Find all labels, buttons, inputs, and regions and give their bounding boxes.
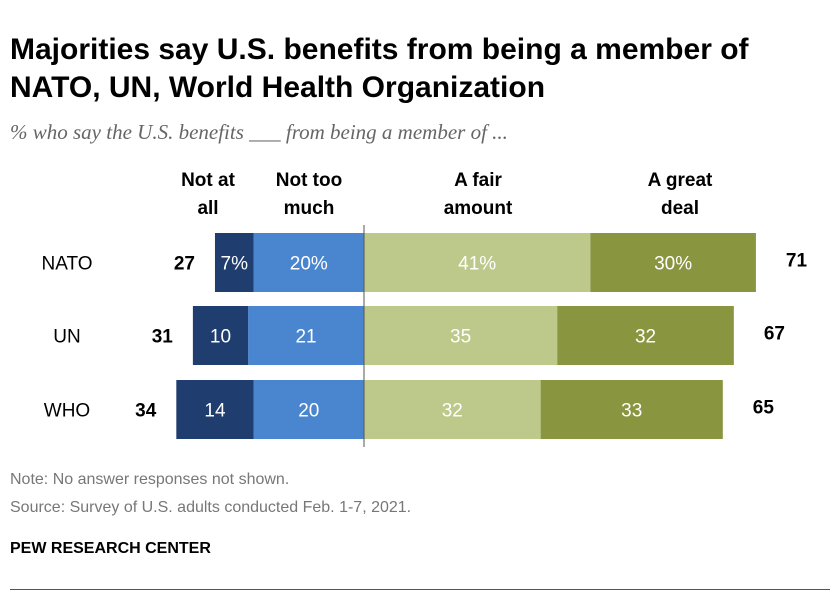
bar-label-a-fair-amount-who: 32	[442, 401, 463, 422]
category-label-nato: NATO	[41, 254, 92, 275]
column-header-not-at-all: Not at	[181, 170, 236, 191]
bar-not-too-much-nato	[253, 233, 364, 292]
bar-not-at-all-un	[192, 306, 249, 365]
organization-logo-text: PEW RESEARCH CENTER	[10, 540, 211, 557]
column-header-not-at-all: all	[197, 198, 218, 219]
bar-label-a-fair-amount-nato: 41%	[458, 254, 496, 275]
bar-label-not-at-all-un: 10	[210, 327, 231, 348]
bar-a-great-deal-un	[557, 306, 734, 365]
net-positive-un: 67	[764, 324, 785, 345]
bar-label-not-too-much-nato: 20%	[290, 254, 328, 275]
bottom-rule	[10, 589, 830, 590]
category-label-who: WHO	[44, 401, 90, 422]
net-positive-who: 65	[753, 398, 775, 419]
bar-a-fair-amount-who	[364, 380, 541, 439]
column-header-a-fair-amount: A fair	[454, 170, 502, 191]
category-label-un: UN	[53, 327, 80, 348]
source-text: Source: Survey of U.S. adults conducted …	[10, 499, 412, 516]
bar-not-at-all-who	[176, 380, 254, 439]
bar-label-a-great-deal-nato: 30%	[654, 254, 692, 275]
bar-not-too-much-un	[248, 306, 364, 365]
bar-label-a-fair-amount-un: 35	[450, 327, 471, 348]
bar-a-great-deal-who	[540, 380, 723, 439]
bar-not-too-much-who	[253, 380, 364, 439]
column-header-not-too-much: much	[284, 198, 335, 219]
bar-label-not-too-much-who: 20	[298, 401, 319, 422]
diverging-bar-chart: Not at all Not too much A fair amount A great d…	[41, 170, 808, 447]
net-negative-nato: 27	[174, 254, 195, 275]
net-negative-un: 31	[152, 327, 174, 348]
chart-title: Majorities say U.S. benefits from being …	[10, 33, 749, 104]
column-header-a-fair-amount: amount	[444, 198, 513, 219]
note-text: Note: No answer responses not shown.	[10, 471, 290, 488]
bar-label-not-at-all-who: 14	[204, 401, 226, 422]
chart-subtitle: % who say the U.S. benefits ___ from bei…	[10, 120, 508, 144]
bar-label-not-too-much-un: 21	[295, 327, 316, 348]
column-header-a-great-deal: deal	[661, 198, 699, 219]
bar-a-fair-amount-un	[364, 306, 558, 365]
bar-label-a-great-deal-un: 32	[635, 327, 656, 348]
bar-label-a-great-deal-who: 33	[621, 401, 642, 422]
net-positive-nato: 71	[786, 251, 808, 272]
bar-label-not-at-all-nato: 7%	[221, 254, 249, 275]
net-negative-who: 34	[135, 401, 157, 422]
bar-a-fair-amount-nato	[364, 233, 591, 292]
column-header-not-too-much: Not too	[276, 170, 342, 191]
column-header-a-great-deal: A great	[648, 170, 713, 191]
bar-not-at-all-nato	[214, 233, 254, 292]
bar-a-great-deal-nato	[590, 233, 756, 292]
